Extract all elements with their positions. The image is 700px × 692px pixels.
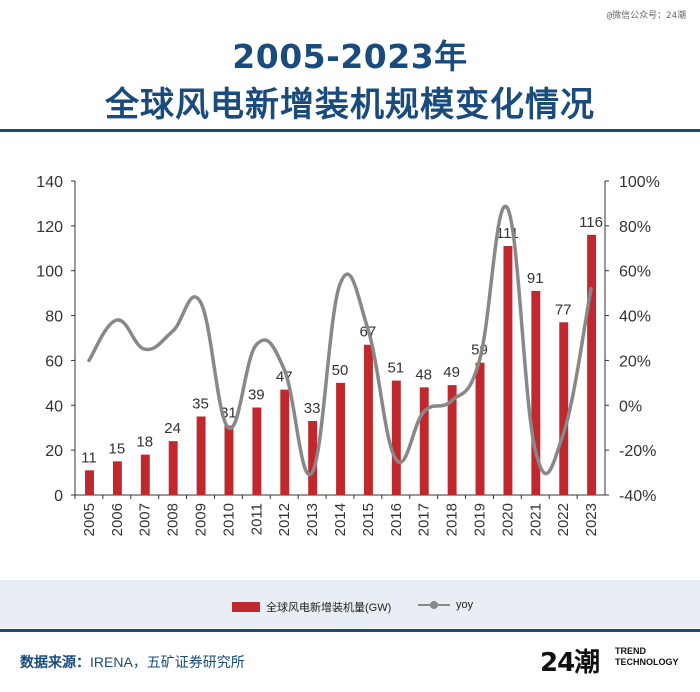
data-label-2013: 33 [304,400,321,417]
y-tick-label-right: 0% [619,398,642,415]
legend-line-label: yoy [456,599,474,611]
y-tick-label-right: 20% [619,353,651,370]
watermark: @微信公众号：24潮 [606,11,686,21]
data-label-2021: 91 [527,270,544,287]
x-tick-label-2011: 2011 [248,503,265,535]
brand-tagline-line-1: TREND [615,646,646,656]
bar-2013 [308,420,318,495]
x-tick-label-2016: 2016 [388,503,405,536]
data-label-2011: 39 [248,387,265,404]
bar-2023 [587,234,597,495]
x-tick-label-2022: 2022 [555,503,572,536]
bar-2012 [280,389,290,495]
x-tick-label-2009: 2009 [193,503,210,536]
x-tick-label-2017: 2017 [416,503,433,536]
x-tick-label-2008: 2008 [165,503,182,536]
y-tick-label-left: 0 [54,488,63,505]
data-label-2007: 18 [136,434,153,451]
data-label-2016: 51 [387,360,404,377]
legend: 全球风电新增装机量(GW) yoy [0,580,700,628]
bar-2021 [531,290,541,495]
bar-2022 [559,322,569,495]
chart-title-line-2: 全球风电新增装机规模变化情况 [105,85,595,125]
brand-tagline-line-2: TECHNOLOGY [615,657,679,667]
x-tick-label-2021: 2021 [527,503,544,536]
y-tick-label-left: 20 [45,443,63,460]
bar-2010 [224,425,234,495]
x-tick-label-2014: 2014 [332,503,349,536]
legend-line-swatch [418,600,450,610]
data-label-2005: 11 [81,449,97,466]
bar-2017 [419,387,429,495]
data-label-2017: 48 [415,366,432,383]
y-tick-label-right: 100% [619,174,660,191]
chart-title-line-1: 2005-2023年 [232,37,468,76]
legend-bar-swatch [232,602,260,612]
y-tick-label-right: 40% [619,309,651,326]
source-text: IRENA，五矿证券研究所 [90,654,245,670]
x-tick-label-2006: 2006 [109,503,126,536]
bar-2019 [475,362,485,495]
x-tick-label-2005: 2005 [81,503,98,536]
data-label-2014: 50 [332,362,349,379]
bar-2016 [391,380,401,495]
x-tick-label-2007: 2007 [137,503,154,536]
data-label-2006: 15 [108,440,125,457]
brand-logo: 24潮 [540,648,600,678]
bar-2007 [140,454,150,495]
combo-chart: 0 20 40 60 80 100 120 140 -40% -20% 0% 20% 40% 60% 80%… [36,174,660,536]
x-tick-label-2018: 2018 [444,503,461,536]
x-tick-label-2012: 2012 [276,503,293,536]
y-tick-label-right: -40% [619,488,656,505]
bar-2020 [503,246,513,495]
footer-divider [0,629,700,632]
y-tick-label-left: 40 [45,398,63,415]
bar-2009 [196,416,206,495]
y-tick-label-left: 100 [36,264,63,281]
y-tick-label-left: 80 [45,309,63,326]
legend-item-bar: 全球风电新增装机量(GW) [232,599,391,615]
bar-2015 [363,344,373,495]
bar-2008 [168,441,178,495]
title-divider [0,129,700,132]
y-tick-label-left: 120 [36,219,63,236]
x-tick-label-2023: 2023 [583,503,600,536]
legend-item-line: yoy [418,599,473,611]
data-label-2008: 24 [164,420,181,437]
bar-2011 [252,407,262,495]
legend-bar-label: 全球风电新增装机量(GW) [266,602,392,614]
x-tick-label-2013: 2013 [304,503,321,536]
y-tick-label-right: 80% [619,219,651,236]
data-source: 数据来源：IRENA，五矿证券研究所 [20,652,245,672]
data-label-2018: 49 [443,364,460,381]
x-tick-label-2020: 2020 [499,503,516,536]
y-tick-label-right: 60% [619,264,651,281]
y-tick-label-right: -20% [619,443,656,460]
bar-2005 [85,470,94,495]
x-tick-label-2019: 2019 [471,503,488,536]
brand-tagline: TREND TECHNOLOGY [615,646,679,668]
source-label: 数据来源： [20,654,90,670]
data-label-2022: 77 [555,301,572,318]
bar-2006 [112,461,122,495]
y-tick-label-left: 140 [36,174,63,191]
x-tick-label-2010: 2010 [220,503,237,536]
y-tick-label-left: 60 [45,353,63,370]
footer: 数据来源：IRENA，五矿证券研究所 24潮 TREND TECHNOLOGY [0,632,700,692]
bar-2018 [447,385,457,495]
data-label-2023: 116 [579,214,603,231]
data-label-2009: 35 [192,396,209,413]
bar-2014 [336,382,346,495]
chart-panel: 0 20 40 60 80 100 120 140 -40% -20% 0% 20% 40% 60% 80%… [0,140,700,580]
yoy-line [87,204,593,477]
x-tick-label-2015: 2015 [360,503,377,536]
